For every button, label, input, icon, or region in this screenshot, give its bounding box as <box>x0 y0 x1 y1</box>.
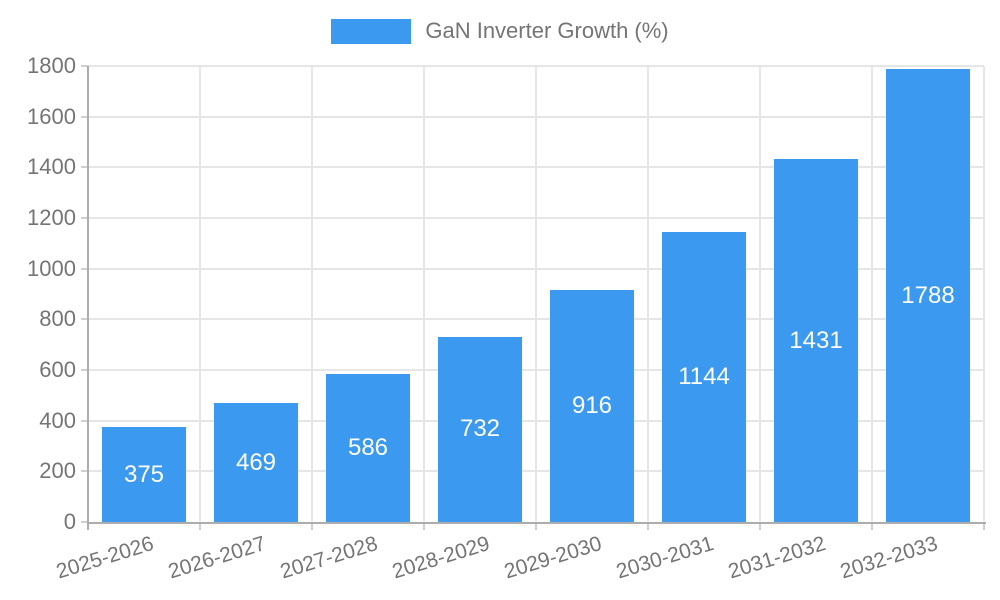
bar-value-label: 469 <box>235 448 277 476</box>
x-axis-line <box>88 522 986 524</box>
y-tick-label: 1400 <box>27 154 76 180</box>
bar: 732 <box>438 336 522 522</box>
bar-value-label: 732 <box>459 415 501 443</box>
v-gridline <box>647 66 649 522</box>
x-axis-tick <box>535 522 537 530</box>
chart-legend[interactable]: GaN Inverter Growth (%) <box>0 18 1000 44</box>
y-tick-label: 1000 <box>27 255 76 281</box>
y-axis-tick <box>81 115 88 118</box>
v-gridline <box>199 66 201 522</box>
x-axis-tick <box>983 522 985 530</box>
v-gridline <box>535 66 537 522</box>
bar: 916 <box>550 289 634 522</box>
bar: 586 <box>326 373 410 522</box>
y-tick-label: 200 <box>39 458 76 484</box>
v-gridline <box>423 66 425 522</box>
y-tick-label: 1800 <box>27 53 76 78</box>
bar: 469 <box>214 403 298 522</box>
bar-value-label: 1788 <box>901 281 955 309</box>
v-gridline <box>983 66 985 522</box>
bar-value-label: 916 <box>571 391 613 419</box>
v-gridline <box>311 66 313 522</box>
bar: 375 <box>102 427 186 522</box>
x-axis-tick <box>871 522 873 530</box>
bar-value-label: 1431 <box>789 326 843 354</box>
y-axis-tick <box>81 369 88 371</box>
v-gridline <box>759 66 761 522</box>
x-axis-tick <box>647 522 649 530</box>
x-axis-tick <box>423 522 425 530</box>
y-tick-label: 0 <box>63 509 76 534</box>
x-axis-tick <box>759 522 761 530</box>
y-axis-tick <box>81 65 88 67</box>
y-axis-line <box>87 66 89 530</box>
y-axis-tick <box>81 318 88 321</box>
y-axis-tick <box>81 419 88 422</box>
y-axis-tick <box>81 470 88 473</box>
y-axis-tick <box>81 521 88 523</box>
bar-value-label: 586 <box>347 433 389 461</box>
x-axis-tick <box>311 522 313 530</box>
y-axis-tick <box>81 217 88 219</box>
y-tick-label: 600 <box>39 357 76 382</box>
bar: 1431 <box>774 159 858 522</box>
legend-label: GaN Inverter Growth (%) <box>425 18 669 43</box>
x-axis-tick <box>199 522 201 530</box>
v-gridline <box>871 66 873 522</box>
y-axis-tick <box>81 267 88 270</box>
y-tick-label: 400 <box>39 407 76 433</box>
bar-value-label: 375 <box>123 460 165 488</box>
y-tick-label: 1600 <box>27 103 76 129</box>
y-tick-label: 800 <box>39 306 76 332</box>
y-tick-label: 1200 <box>27 205 76 230</box>
y-axis-tick <box>81 166 88 169</box>
bar: 1788 <box>886 69 970 522</box>
bar-value-label: 1144 <box>678 363 730 391</box>
bar: 1144 <box>662 232 746 522</box>
legend-swatch <box>331 18 412 44</box>
